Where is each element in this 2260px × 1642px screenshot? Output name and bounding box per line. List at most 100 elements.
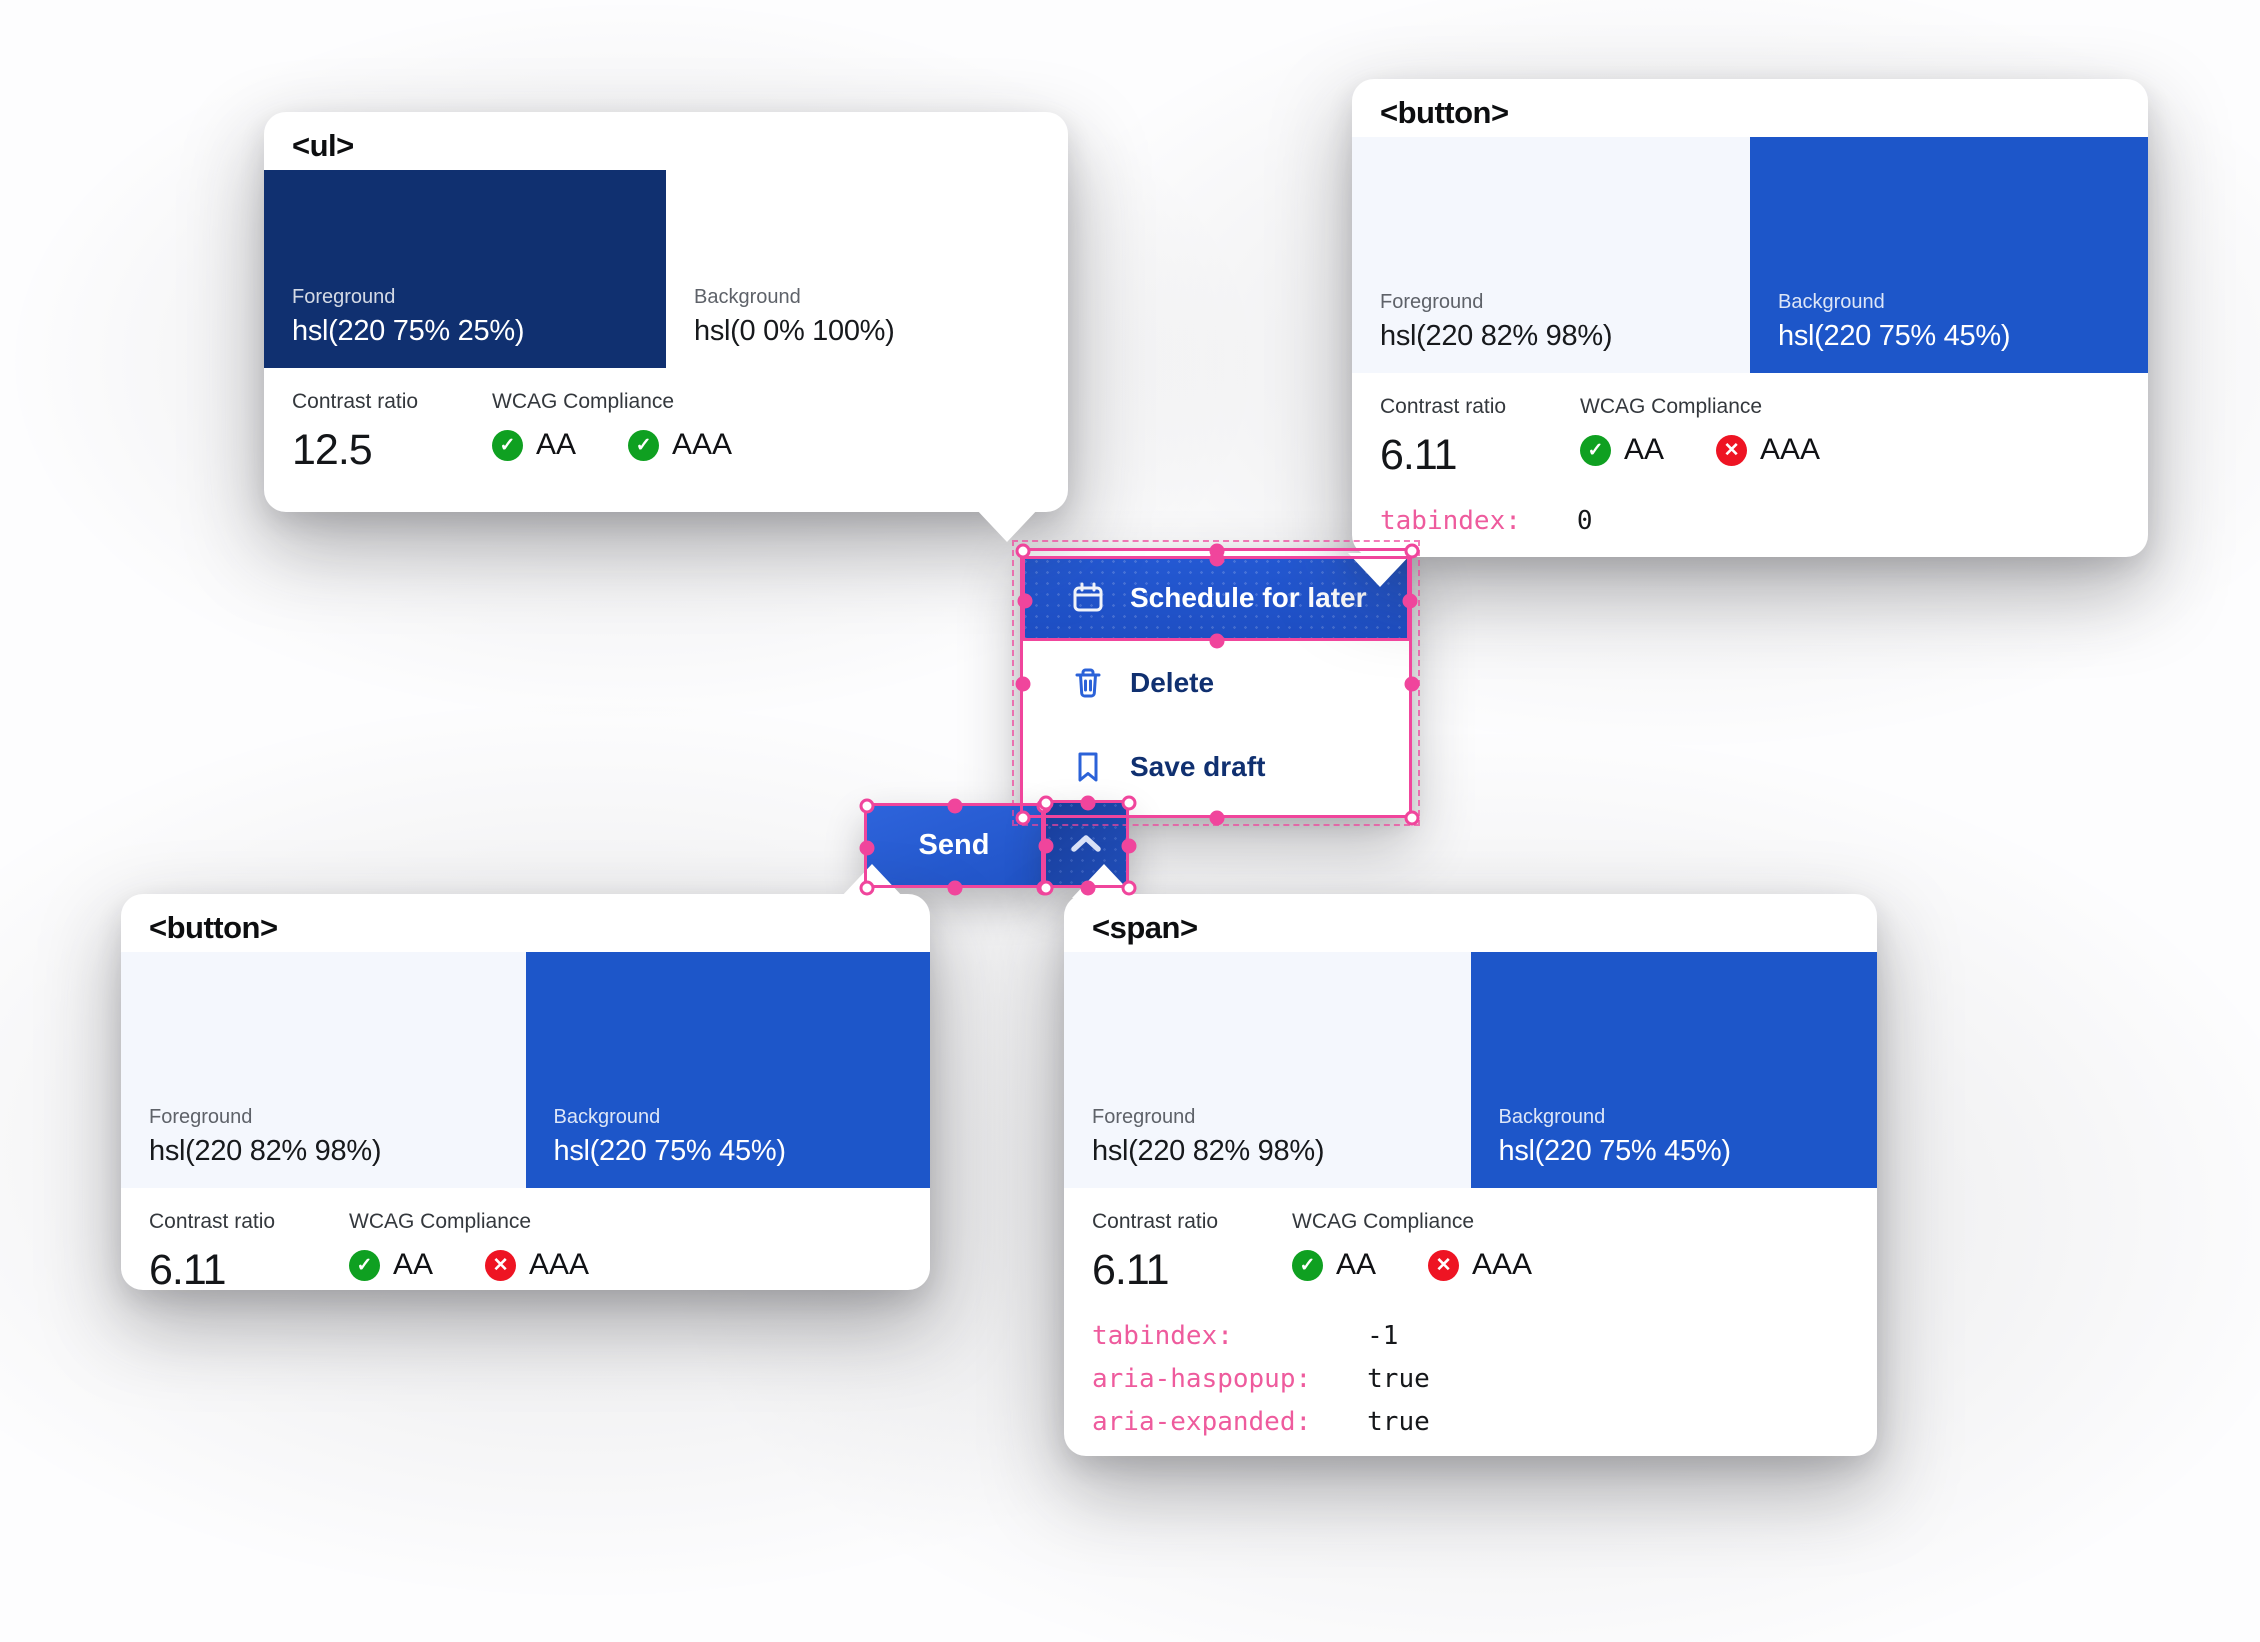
metrics-row: Contrast ratio 6.11 WCAG Compliance AA A… [1352, 373, 2148, 480]
button-contrast-tooltip-top: <button> Foreground hsl(220 82% 98%) Bac… [1348, 79, 2148, 587]
attribute-value: true [1367, 1364, 1430, 1394]
aria-attributes: tabindex: -1 aria-haspopup: true aria-ex… [1064, 1295, 1877, 1437]
selection-handle[interactable] [1121, 795, 1137, 811]
contrast-ratio-label: Contrast ratio [1092, 1210, 1219, 1233]
menu-item-schedule-for-later[interactable]: Schedule for later [1020, 556, 1412, 641]
background-label: Background [1778, 291, 1885, 313]
background-label: Background [553, 1106, 661, 1128]
selection-handle[interactable] [1038, 880, 1054, 896]
metrics-row: Contrast ratio 6.11 WCAG Compliance AA A… [121, 1188, 930, 1295]
attribute-name: tabindex: [1092, 1321, 1233, 1351]
foreground-value: hsl(220 82% 98%) [149, 1135, 382, 1167]
selection-handle[interactable] [1015, 543, 1031, 559]
attribute-name: aria-haspopup: [1092, 1364, 1312, 1394]
cross-icon [1716, 434, 1748, 466]
check-icon [492, 429, 523, 461]
selection-handle[interactable] [1404, 676, 1420, 692]
selection-handle[interactable] [859, 880, 875, 896]
background-value: hsl(220 75% 45%) [553, 1135, 786, 1167]
foreground-swatch: Foreground hsl(220 82% 98%) [121, 952, 526, 1188]
wcag-aa-label: AA [1336, 1248, 1377, 1281]
selection-handle[interactable] [1038, 838, 1054, 854]
element-tag: <ul> [292, 128, 354, 163]
attribute-value: true [1367, 1407, 1430, 1437]
chevron-up-icon [1065, 831, 1107, 857]
tooltip-tail [975, 508, 1039, 542]
wcag-aaa-label: AAA [1472, 1248, 1533, 1281]
wcag-aa-label: AA [393, 1248, 434, 1281]
foreground-swatch: Foreground hsl(220 82% 98%) [1352, 137, 1750, 373]
wcag-aa-label: AA [536, 428, 577, 461]
selection-handle[interactable] [859, 840, 875, 856]
background-swatch: Background hsl(0 0% 100%) [666, 170, 1068, 368]
swatch-row: Foreground hsl(220 75% 25%) Background h… [264, 170, 1068, 368]
foreground-label: Foreground [149, 1106, 253, 1128]
selection-handle[interactable] [1017, 593, 1033, 609]
selection-handle[interactable] [1404, 543, 1420, 559]
foreground-label: Foreground [1380, 291, 1484, 313]
foreground-label: Foreground [1092, 1106, 1196, 1128]
selection-handle[interactable] [947, 798, 963, 814]
check-icon [349, 1249, 380, 1281]
background-value: hsl(220 75% 45%) [1778, 320, 2011, 352]
wcag-compliance-label: WCAG Compliance [1580, 395, 1763, 418]
background-swatch: Background hsl(220 75% 45%) [1750, 137, 2148, 373]
background-label: Background [1498, 1106, 1606, 1128]
metrics-row: Contrast ratio 6.11 WCAG Compliance AA A… [1064, 1188, 1877, 1295]
selection-handle[interactable] [1209, 551, 1225, 567]
check-icon [628, 429, 660, 461]
wcag-aaa-label: AAA [529, 1248, 590, 1281]
menu-item-delete[interactable]: Delete [1020, 641, 1412, 726]
wcag-compliance-label: WCAG Compliance [492, 390, 675, 413]
swatch-row: Foreground hsl(220 82% 98%) Background h… [1064, 952, 1877, 1188]
contrast-ratio-label: Contrast ratio [1380, 395, 1507, 418]
selection-handle[interactable] [1402, 593, 1418, 609]
aria-attributes: tabindex: 0 [1352, 480, 2148, 536]
wcag-compliance-label: WCAG Compliance [349, 1210, 532, 1233]
foreground-value: hsl(220 82% 98%) [1380, 320, 1613, 352]
selection-handle[interactable] [1015, 676, 1031, 692]
selection-handle[interactable] [1015, 810, 1031, 826]
menu-item-label: Schedule for later [1130, 582, 1367, 614]
wcag-aaa-result: AAA [1428, 1248, 1532, 1282]
wcag-aaa-result: AAA [485, 1248, 589, 1282]
contrast-ratio-value: 6.11 [1380, 431, 1458, 479]
trash-icon [1070, 665, 1106, 701]
contrast-ratio-value: 6.11 [149, 1246, 227, 1294]
wcag-compliance-label: WCAG Compliance [1292, 1210, 1475, 1233]
foreground-label: Foreground [292, 286, 396, 308]
menu-item-save-draft[interactable]: Save draft [1020, 725, 1412, 810]
menu-item-label: Delete [1130, 666, 1215, 698]
selection-handle[interactable] [1121, 880, 1137, 896]
cross-icon [485, 1249, 517, 1281]
wcag-aaa-result: AAA [628, 428, 732, 462]
selection-handle[interactable] [947, 880, 963, 896]
selection-handle[interactable] [1080, 880, 1096, 896]
foreground-value: hsl(220 82% 98%) [1092, 1135, 1325, 1167]
wcag-aaa-label: AAA [1760, 433, 1821, 466]
button-contrast-tooltip-bottom: <button> Foreground hsl(220 82% 98%) Bac… [121, 864, 930, 1294]
selection-handle[interactable] [1080, 795, 1096, 811]
contrast-ratio-value: 12.5 [292, 426, 373, 474]
wcag-aaa-label: AAA [672, 428, 733, 461]
contrast-ratio-label: Contrast ratio [292, 390, 419, 413]
selection-handle[interactable] [1404, 810, 1420, 826]
wcag-aa-result: AA [1292, 1248, 1376, 1282]
attribute-name: tabindex: [1380, 506, 1521, 536]
swatch-row: Foreground hsl(220 82% 98%) Background h… [121, 952, 930, 1188]
attribute-value: 0 [1576, 506, 1593, 536]
calendar-icon [1070, 580, 1106, 616]
selection-handle[interactable] [859, 798, 875, 814]
span-contrast-tooltip: <span> Foreground hsl(220 82% 98%) Backg… [1064, 864, 1877, 1456]
selection-handle[interactable] [1209, 810, 1225, 826]
selection-handle[interactable] [1209, 633, 1225, 649]
ul-contrast-tooltip: <ul> Foreground hsl(220 75% 25%) Backgro… [264, 112, 1068, 542]
background-value: hsl(0 0% 100%) [694, 315, 895, 347]
contrast-ratio-label: Contrast ratio [149, 1210, 276, 1233]
attribute-name: aria-expanded: [1092, 1407, 1312, 1437]
foreground-swatch: Foreground hsl(220 82% 98%) [1064, 952, 1471, 1188]
selection-handle[interactable] [1121, 838, 1137, 854]
background-label: Background [694, 286, 801, 308]
selection-handle[interactable] [1038, 795, 1054, 811]
